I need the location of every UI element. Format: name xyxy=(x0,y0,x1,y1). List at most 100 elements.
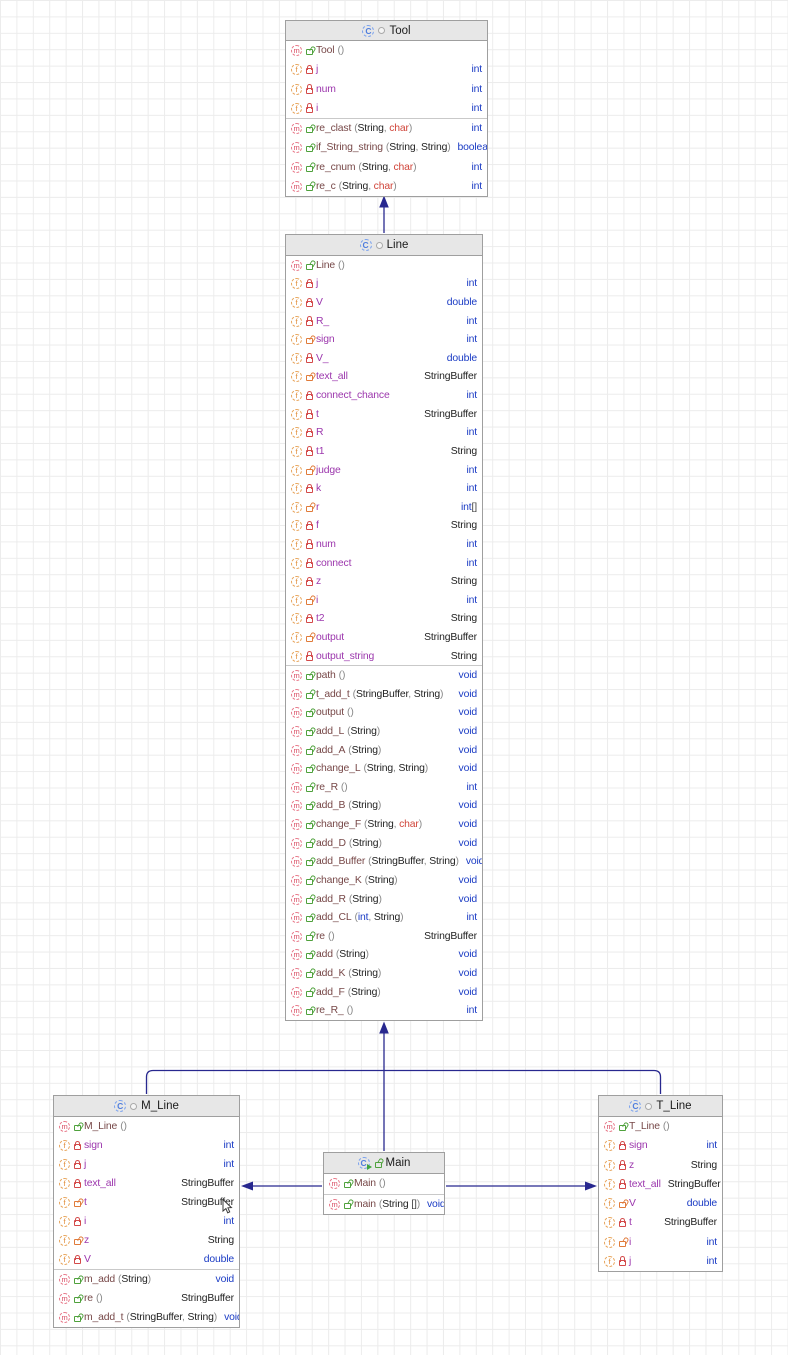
member-row[interactable]: f i int xyxy=(286,591,482,610)
type-token: String xyxy=(339,949,366,961)
type-token: String xyxy=(121,1274,148,1285)
member-row[interactable]: m change_F (String, char) void xyxy=(286,815,482,834)
member-row[interactable]: m change_L (String, String) void xyxy=(286,759,482,778)
member-row[interactable]: m t_add_t (StringBuffer, String) void xyxy=(286,685,482,704)
member-row[interactable]: f text_all StringBuffer xyxy=(286,368,482,387)
member-row[interactable]: m add_Buffer (StringBuffer, String) void xyxy=(286,853,482,872)
field-icon: f xyxy=(59,1235,70,1246)
type-token: void xyxy=(458,744,478,756)
member-row[interactable]: f judge int xyxy=(286,461,482,480)
member-row[interactable]: m add (String) void xyxy=(286,946,482,965)
class-header[interactable]: C Main xyxy=(324,1153,444,1174)
member-row[interactable]: f j int xyxy=(599,1252,722,1271)
member-name: path xyxy=(316,670,336,682)
member-row[interactable]: m add_CL (int, String) int xyxy=(286,908,482,927)
member-row[interactable]: f text_all StringBuffer xyxy=(599,1175,722,1194)
member-row[interactable]: f output StringBuffer xyxy=(286,628,482,647)
member-row[interactable]: m add_L (String) void xyxy=(286,722,482,741)
class-box-tool[interactable]: C Tool m Tool() f j int f num int f i int m re_clast (S… xyxy=(285,20,488,197)
member-row[interactable]: m main (String []) void xyxy=(324,1195,444,1215)
class-box-m_line[interactable]: C M_Line m M_Line() f sign int f j int f text_all St… xyxy=(53,1095,240,1328)
member-row[interactable]: f z String xyxy=(54,1231,239,1250)
member-row[interactable]: m re_R() int xyxy=(286,778,482,797)
type-token: char xyxy=(389,123,409,135)
member-type: int xyxy=(467,123,482,134)
visibility-lock-icon xyxy=(305,45,316,56)
member-row[interactable]: m re_R_() int xyxy=(286,1001,482,1020)
member-row[interactable]: f z String xyxy=(599,1156,722,1175)
member-row[interactable]: f f String xyxy=(286,517,482,536)
arrowhead-up-icon xyxy=(379,1021,389,1034)
member-row[interactable]: f sign int xyxy=(599,1136,722,1155)
member-row[interactable]: m add_R (String) void xyxy=(286,890,482,909)
member-row[interactable]: m m_add (String) void xyxy=(54,1270,239,1289)
member-row[interactable]: m change_K (String) void xyxy=(286,871,482,890)
member-row[interactable]: m output() void xyxy=(286,704,482,723)
method-icon: m xyxy=(291,45,302,57)
member-row[interactable]: f text_all StringBuffer xyxy=(54,1174,239,1193)
member-row[interactable]: m add_D (String) void xyxy=(286,834,482,853)
member-row[interactable]: f i int xyxy=(599,1233,722,1252)
class-box-main[interactable]: C Main m Main() m main (String []) void xyxy=(323,1152,445,1215)
type-token: String xyxy=(351,986,378,998)
member-row[interactable]: m re_cnum (String, char) int xyxy=(286,158,487,177)
member-row[interactable]: f num int xyxy=(286,80,487,99)
member-row[interactable]: f t1 String xyxy=(286,442,482,461)
member-row[interactable]: f connect_chance int xyxy=(286,386,482,405)
member-row[interactable]: m Tool() xyxy=(286,41,487,60)
member-type: int xyxy=(462,427,477,438)
member-row[interactable]: f z String xyxy=(286,572,482,591)
member-row[interactable]: f i int xyxy=(54,1212,239,1231)
member-row[interactable]: f j int xyxy=(54,1155,239,1174)
member-row[interactable]: m re_clast (String, char) int xyxy=(286,119,487,138)
class-header[interactable]: C M_Line xyxy=(54,1096,239,1117)
class-box-t_line[interactable]: C T_Line m T_Line() f sign int f z String f text_al… xyxy=(598,1095,723,1272)
member-row[interactable]: m T_Line() xyxy=(599,1117,722,1136)
member-row[interactable]: m add_F (String) void xyxy=(286,983,482,1002)
member-row[interactable]: m add_A (String) void xyxy=(286,741,482,760)
member-row[interactable]: m if_String_string(String, String) boolean xyxy=(286,138,487,157)
field-icon: f xyxy=(291,371,302,383)
member-row[interactable]: m M_Line() xyxy=(54,1117,239,1136)
member-row[interactable]: m path() void xyxy=(286,666,482,685)
member-row[interactable]: m Main() xyxy=(324,1174,444,1194)
member-row[interactable]: m add_B (String) void xyxy=(286,797,482,816)
class-header[interactable]: C T_Line xyxy=(599,1096,722,1117)
member-row[interactable]: f R_ int xyxy=(286,312,482,331)
member-type: String xyxy=(687,1160,717,1171)
member-row[interactable]: f k int xyxy=(286,479,482,498)
member-row[interactable]: m re() StringBuffer xyxy=(286,927,482,946)
member-row[interactable]: m re() StringBuffer xyxy=(54,1289,239,1308)
member-row[interactable]: f V_ double xyxy=(286,349,482,368)
class-visibility-icon xyxy=(378,27,386,34)
class-header[interactable]: C Tool xyxy=(286,21,487,41)
member-row[interactable]: f t StringBuffer xyxy=(54,1193,239,1212)
member-signature: () xyxy=(340,781,348,793)
member-row[interactable]: f j int xyxy=(286,275,482,294)
member-row[interactable]: f num int xyxy=(286,535,482,554)
member-row[interactable]: f t StringBuffer xyxy=(599,1213,722,1232)
member-row[interactable]: f i int xyxy=(286,99,487,118)
member-row[interactable]: f sign int xyxy=(54,1136,239,1155)
visibility-lock-icon xyxy=(305,464,316,475)
member-row[interactable]: m Line() xyxy=(286,256,482,275)
class-header[interactable]: C Line xyxy=(286,235,482,256)
member-row[interactable]: f r int[] xyxy=(286,498,482,517)
member-row[interactable]: m m_add_t(StringBuffer, String) void xyxy=(54,1308,239,1327)
member-row[interactable]: f connect int xyxy=(286,554,482,573)
member-row[interactable]: f sign int xyxy=(286,330,482,349)
field-icon: f xyxy=(59,1159,70,1170)
member-row[interactable]: f t StringBuffer xyxy=(286,405,482,424)
member-row[interactable]: f output_string String xyxy=(286,647,482,666)
member-row[interactable]: m re_c (String, char) int xyxy=(286,177,487,196)
visibility-lock-icon xyxy=(305,353,313,363)
member-row[interactable]: m add_K (String) void xyxy=(286,964,482,983)
member-row[interactable]: f t2 String xyxy=(286,610,482,629)
member-row[interactable]: f j int xyxy=(286,60,487,79)
